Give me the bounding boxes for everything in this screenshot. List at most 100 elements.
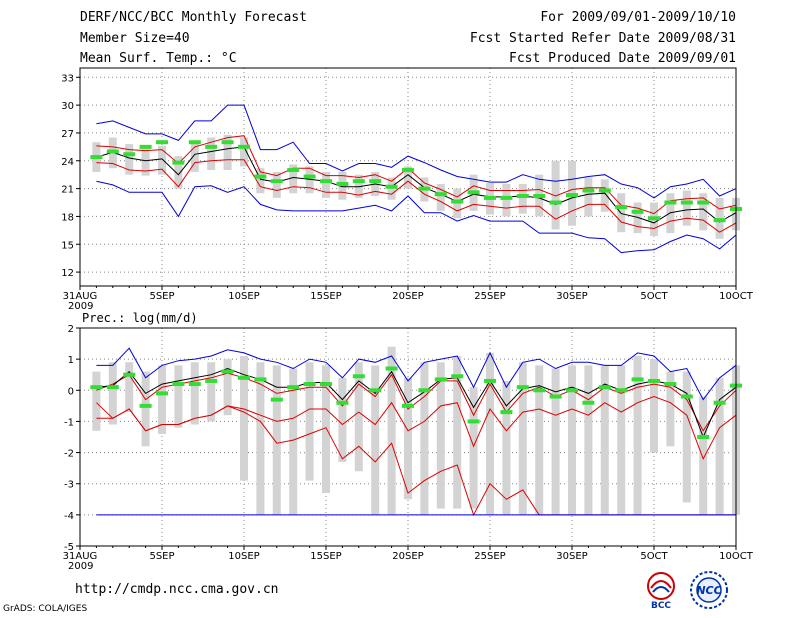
temp-line-lower bbox=[96, 159, 737, 233]
prec-box bbox=[617, 365, 626, 515]
prec-line-max bbox=[96, 347, 737, 401]
temp-ytick-label: 33 bbox=[61, 73, 74, 84]
temp-median-marker bbox=[402, 168, 414, 173]
prec-box bbox=[600, 365, 609, 515]
prec-box bbox=[633, 356, 642, 515]
temp-line-min bbox=[96, 180, 737, 254]
temp-ytick-label: 27 bbox=[61, 129, 74, 140]
prec-box bbox=[699, 396, 708, 515]
temp-median-marker bbox=[648, 216, 660, 221]
temp-median-marker bbox=[139, 144, 152, 149]
temp-box bbox=[699, 193, 708, 231]
temp-ytick-label: 15 bbox=[61, 240, 74, 251]
temp-xtick-label: 5OCT bbox=[640, 291, 668, 302]
temp-line-mean bbox=[96, 146, 737, 224]
temp-xtick-label: 30SEP bbox=[556, 291, 587, 302]
temp-box bbox=[190, 142, 199, 172]
prec-box bbox=[256, 362, 265, 515]
temp-median-marker bbox=[221, 140, 234, 145]
prec-box bbox=[387, 346, 396, 515]
prec-box bbox=[584, 365, 593, 515]
temp-box bbox=[502, 183, 511, 217]
temp-box bbox=[518, 183, 527, 214]
temp-line-upper bbox=[96, 135, 737, 215]
temp-median-marker bbox=[680, 200, 693, 205]
prec-median-marker bbox=[172, 382, 185, 387]
temp-box bbox=[158, 145, 166, 175]
temp-median-marker bbox=[500, 195, 513, 200]
prec-box bbox=[551, 368, 560, 515]
source-url[interactable]: http://cmdp.ncc.cma.gov.cn bbox=[75, 582, 279, 597]
temp-ytick-label: 12 bbox=[61, 268, 74, 279]
temp-median-marker bbox=[697, 200, 710, 205]
temp-box bbox=[617, 193, 626, 233]
temp-box bbox=[125, 144, 134, 175]
prec-box bbox=[420, 362, 429, 515]
prec-line-mean bbox=[96, 367, 737, 439]
temp-median-marker bbox=[484, 195, 496, 200]
prec-box bbox=[158, 365, 166, 434]
member-size: Member Size=40 bbox=[80, 30, 190, 46]
start-date: Fcst Started Refer Date 2009/08/31 bbox=[469, 30, 736, 46]
temp-box bbox=[240, 137, 248, 167]
ncc-logo: NCC bbox=[690, 571, 728, 609]
header-right: For 2009/09/01-2009/10/10 Fcst Started R… bbox=[460, 10, 736, 72]
prec-box bbox=[436, 362, 445, 509]
temp-median-marker bbox=[90, 155, 103, 160]
prec-median-marker bbox=[598, 385, 611, 390]
temp-xtick-label: 15SEP bbox=[310, 291, 341, 302]
prec-median-marker bbox=[123, 372, 136, 377]
prec-box bbox=[338, 377, 347, 462]
prec-box bbox=[272, 365, 281, 515]
prec-median-marker bbox=[434, 377, 447, 382]
temp-xtick-label: 20SEP bbox=[392, 291, 423, 302]
temp-line-max bbox=[96, 104, 737, 199]
bcc-logo-text: BCC bbox=[651, 601, 671, 610]
temp-median-marker bbox=[287, 168, 300, 173]
prec-median-marker bbox=[467, 419, 480, 424]
temp-xtick-label: 10SEP bbox=[228, 291, 259, 302]
temp-median-marker bbox=[615, 205, 628, 210]
prec-median-marker bbox=[697, 435, 710, 439]
prec-box bbox=[223, 359, 232, 416]
temp-median-marker bbox=[270, 179, 283, 184]
prec-median-marker bbox=[500, 410, 513, 415]
temp-median-marker bbox=[336, 181, 349, 186]
bcc-logo: BCC bbox=[647, 572, 675, 610]
temp-ytick-label: 21 bbox=[61, 185, 74, 196]
temp-median-marker bbox=[467, 190, 480, 195]
prec-box bbox=[502, 380, 511, 515]
prec-median-marker bbox=[270, 397, 283, 402]
prec-line-upper bbox=[96, 372, 737, 432]
prec-box bbox=[404, 377, 412, 500]
temp-median-marker bbox=[631, 209, 644, 214]
prec-box bbox=[322, 365, 330, 494]
temp-median-marker bbox=[303, 174, 316, 179]
temp-median-marker bbox=[205, 144, 218, 149]
prec-box bbox=[715, 377, 724, 515]
prec-median-marker bbox=[713, 400, 726, 405]
prec-median-marker bbox=[631, 377, 644, 382]
prec-median-marker bbox=[352, 374, 365, 379]
prec-ytick-label: -3 bbox=[64, 480, 74, 491]
prec-median-marker bbox=[205, 378, 218, 383]
temp-median-marker bbox=[664, 200, 677, 205]
temp-ytick-label: 30 bbox=[61, 101, 74, 112]
temp-median-marker bbox=[106, 149, 119, 154]
prec-box bbox=[354, 362, 363, 472]
temp-median-marker bbox=[418, 186, 431, 191]
temp-median-marker bbox=[598, 188, 611, 193]
temp-xtick-label: 5SEP bbox=[149, 291, 174, 302]
prec-line-lower2 bbox=[96, 395, 737, 461]
prec-median-marker bbox=[566, 388, 578, 393]
temp-median-marker bbox=[566, 193, 578, 198]
prec-xtick-label: 15SEP bbox=[310, 551, 341, 562]
prec-median-marker bbox=[221, 369, 234, 374]
prec-median-marker bbox=[385, 366, 398, 371]
ncc-logo-text: NCC bbox=[696, 584, 721, 597]
prec-xtick-year: 2009 bbox=[68, 561, 93, 572]
forecast-title: DERF/NCC/BCC Monthly Forecast bbox=[80, 10, 307, 25]
prec-box bbox=[682, 371, 691, 503]
prec-xtick-label: 30SEP bbox=[556, 551, 587, 562]
